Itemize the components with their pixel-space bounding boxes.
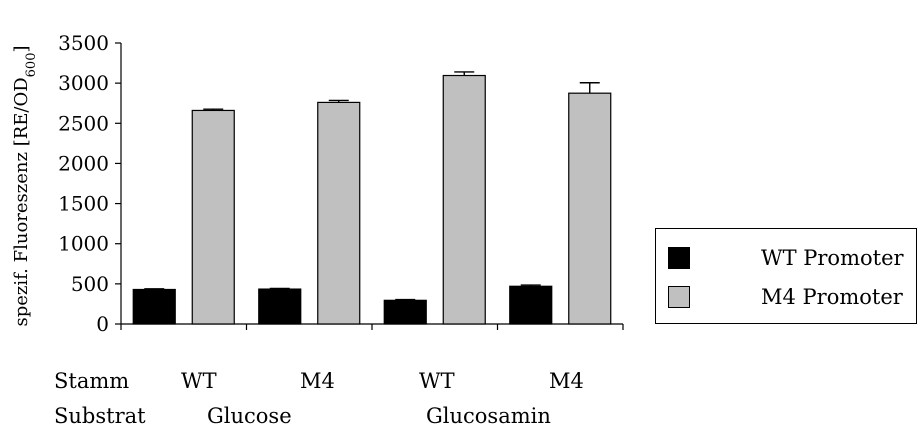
y-axis-title: spezif. Fluoreszenz [RE/OD600]	[11, 45, 39, 326]
legend-swatch-m4-promoter	[668, 286, 690, 308]
y-axis-title-subscript: 600	[24, 53, 39, 78]
y-ticks: 0 500 1000 1500 2000 2500 3000 3500	[58, 31, 121, 336]
error-bars	[144, 71, 600, 301]
substrat-value-glucosamin: Glucosamin	[426, 404, 551, 428]
stamm-value-1: WT	[181, 369, 217, 393]
stamm-value-2: M4	[300, 369, 335, 393]
substrat-value-glucose: Glucose	[207, 404, 292, 428]
bar-m4-promoter-3	[442, 74, 486, 325]
stamm-value-3: WT	[419, 369, 455, 393]
bar-m4-promoter-1	[191, 109, 235, 325]
y-axis-title-end: ]	[11, 45, 32, 52]
stamm-value-4: M4	[549, 369, 584, 393]
y-tick-label: 3500	[58, 31, 109, 55]
bars	[132, 74, 612, 325]
y-axis-title-main: spezif. Fluoreszenz [RE/OD	[11, 77, 32, 326]
legend-swatch-wt-promoter	[668, 247, 690, 269]
bar-m4-promoter-4	[568, 92, 612, 325]
y-tick-label: 500	[71, 272, 109, 296]
bar-wt-promoter-3	[383, 299, 427, 325]
y-tick-label: 1000	[58, 232, 109, 256]
legend-label-wt-promoter: WT Promoter	[761, 246, 904, 270]
bar-wt-promoter-4	[509, 285, 553, 325]
substrat-row-label: Substrat	[54, 404, 146, 428]
stamm-row-label: Stamm	[54, 369, 130, 393]
legend-item-m4-promoter: M4 Promoter	[668, 282, 913, 312]
bar-wt-promoter-2	[258, 288, 302, 325]
legend-item-wt-promoter: WT Promoter	[668, 243, 913, 273]
legend-label-m4-promoter: M4 Promoter	[761, 285, 903, 309]
y-axis-label: spezif. Fluoreszenz [RE/OD600]	[11, 45, 39, 326]
y-tick-label: 2000	[58, 151, 109, 175]
legend: WT Promoter M4 Promoter	[655, 228, 917, 324]
y-tick-label: 1500	[58, 192, 109, 216]
y-tick-label: 2500	[58, 111, 109, 135]
y-tick-label: 3000	[58, 71, 109, 95]
bar-wt-promoter-1	[132, 288, 176, 325]
bar-m4-promoter-2	[317, 101, 361, 325]
y-tick-label: 0	[96, 312, 109, 336]
